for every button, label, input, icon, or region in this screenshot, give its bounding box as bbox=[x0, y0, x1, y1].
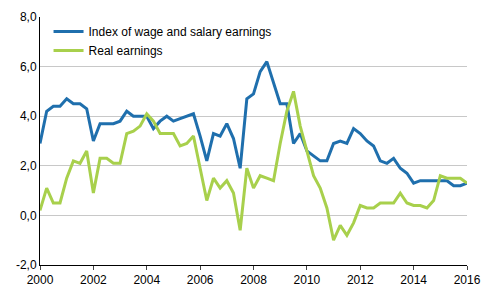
svg-text:2008: 2008 bbox=[240, 273, 267, 287]
svg-text:2014: 2014 bbox=[400, 273, 427, 287]
svg-text:-2,0: -2,0 bbox=[16, 258, 37, 272]
svg-text:Real earnings: Real earnings bbox=[89, 44, 163, 58]
svg-text:2006: 2006 bbox=[187, 273, 214, 287]
svg-text:2002: 2002 bbox=[80, 273, 107, 287]
svg-text:Index of wage and salary earni: Index of wage and salary earnings bbox=[89, 25, 272, 39]
svg-text:2012: 2012 bbox=[347, 273, 374, 287]
svg-text:0,0: 0,0 bbox=[20, 209, 37, 223]
svg-text:4,0: 4,0 bbox=[20, 109, 37, 123]
svg-text:8,0: 8,0 bbox=[20, 10, 37, 24]
svg-text:6,0: 6,0 bbox=[20, 60, 37, 74]
svg-text:2010: 2010 bbox=[294, 273, 321, 287]
svg-text:2016: 2016 bbox=[454, 273, 481, 287]
svg-text:2000: 2000 bbox=[27, 273, 54, 287]
svg-text:2,0: 2,0 bbox=[20, 159, 37, 173]
svg-text:2004: 2004 bbox=[133, 273, 160, 287]
